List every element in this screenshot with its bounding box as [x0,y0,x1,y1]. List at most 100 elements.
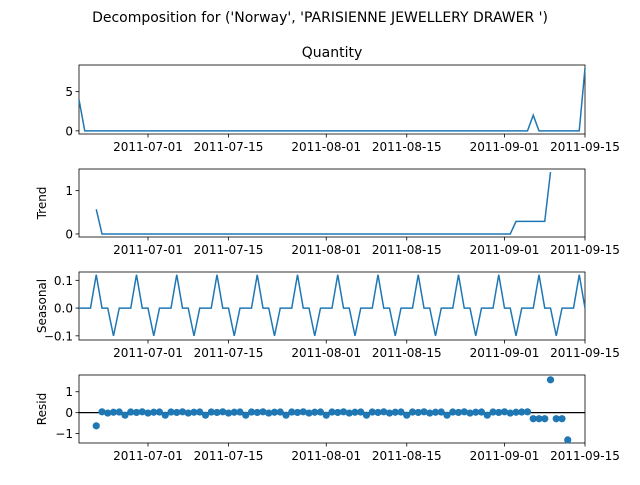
resid-point [374,408,382,417]
axes-frame [78,168,586,238]
x-tick-label: 2011-07-15 [194,449,264,463]
resid-point [512,408,520,416]
resid-point [351,408,359,416]
x-tick-label: 2011-08-01 [291,243,361,257]
resid-point [282,411,290,419]
resid-point [196,408,204,416]
x-tick-label: 2011-07-15 [194,346,264,360]
x-tick-label: 2011-09-01 [470,243,540,257]
resid-point [477,408,486,416]
x-tick-label: 2011-09-15 [550,243,620,257]
resid-point [397,408,405,416]
axes-frame [78,64,586,135]
resid-point [311,408,319,416]
resid-point [299,408,307,416]
resid-point [316,408,325,416]
y-tick-label: 0 [65,227,73,241]
y-tick-label: −1 [55,427,73,441]
x-tick-label: 2011-07-01 [113,449,183,463]
y-tick-label: 1 [65,385,73,399]
resid-point [483,411,491,419]
resid-point [403,411,411,419]
resid-point [443,411,451,419]
resid-point [345,409,353,417]
y-tick-label: 0 [65,406,73,420]
resid-point [224,409,233,417]
y-tick-label: 0.1 [54,274,73,288]
y-tick-label: 1 [65,184,73,198]
figure-suptitle: Decomposition for ('Norway', 'PARISIENNE… [92,10,548,26]
seasonal-line [79,274,586,336]
resid-point [98,408,106,416]
resid-point [489,408,497,416]
resid-point [305,409,313,417]
x-tick-label: 2011-08-15 [372,243,442,257]
x-tick-label: 2011-08-01 [291,140,361,154]
x-tick-label: 2011-09-15 [550,140,620,154]
resid-point [109,408,118,416]
resid-point [449,408,457,416]
x-tick-label: 2011-07-01 [113,346,183,360]
y-tick-label: 0.0 [54,302,73,316]
resid-point [270,408,279,416]
resid-point [357,408,365,416]
resid-point [368,408,376,416]
resid-point [242,411,250,419]
resid-point [529,415,537,423]
resid-point [558,415,566,423]
resid-point [518,408,526,416]
resid-point [362,411,371,419]
resid-point [167,408,175,416]
resid-point [230,408,238,416]
x-tick-label: 2011-08-01 [291,449,361,463]
y-tick-label: 0 [65,124,73,138]
trend-panel: Trend 2011-07-01 2011-07-15 2011-08-01 2011-… [35,168,620,257]
y-axis-label: Trend [35,187,49,221]
resid-point [155,408,164,416]
resid-point [391,408,399,416]
resid-point [552,415,560,423]
resid-point [132,408,141,417]
resid-point [506,409,514,417]
series-line [95,171,552,235]
x-tick-label: 2011-09-15 [550,346,620,360]
resid-point [437,408,445,416]
resid-point [144,409,152,417]
resid-point [541,415,549,423]
resid-point [150,408,158,416]
resid-point [380,408,388,416]
resid-point [247,408,256,416]
resid-point [207,408,215,416]
x-tick-label: 2011-08-15 [372,449,442,463]
resid-point [328,408,336,416]
y-axis-label: Resid [35,393,49,425]
resid-point [322,411,330,419]
y-tick-label: −0.1 [44,329,73,343]
resid-point [408,408,417,416]
y-axis-label: Seasonal [35,279,49,333]
resid-point [92,422,100,430]
resid-point [190,408,198,416]
resid-point [564,436,572,444]
resid-point [219,408,227,416]
x-tick-label: 2011-08-15 [372,346,442,360]
resid-point [288,408,296,416]
resid-point [115,408,123,416]
resid-point [426,409,434,417]
resid-point [265,409,273,417]
x-tick-label: 2011-07-01 [113,243,183,257]
x-tick-label: 2011-09-01 [470,346,540,360]
resid-point [127,408,135,416]
resid-point [466,409,474,417]
resid-point [523,408,532,416]
resid-point [213,408,221,417]
resid-point [420,408,428,416]
resid-point [431,408,440,416]
x-tick-label: 2011-07-01 [113,140,183,154]
resid-point [259,408,267,416]
x-tick-label: 2011-07-15 [194,140,264,154]
x-tick-label: 2011-09-01 [470,140,540,154]
resid-point [173,408,181,417]
quantity-panel: Quantity 2011-07-01 2011-07-15 2011-08-01 20… [65,45,620,154]
resid-point [385,409,394,417]
